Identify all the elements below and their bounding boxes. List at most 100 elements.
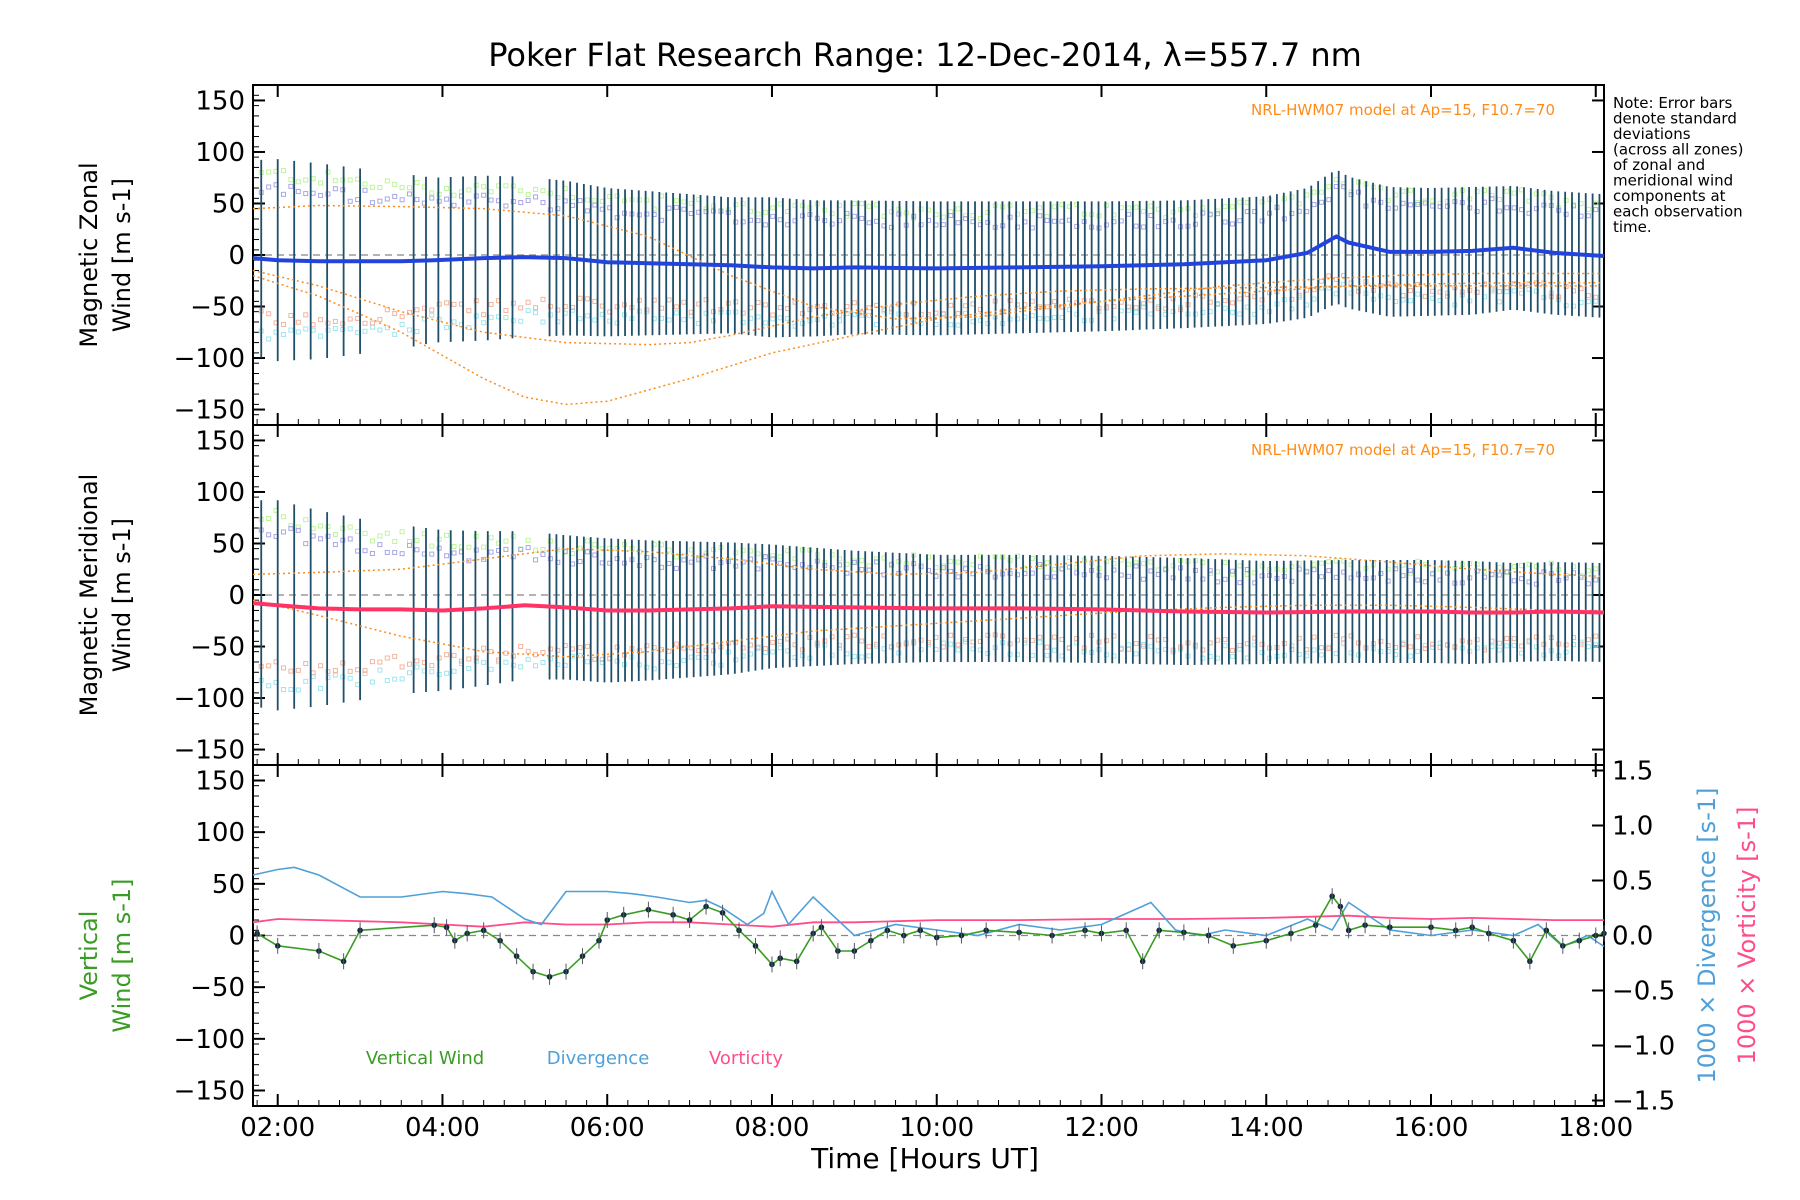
zone-point — [1318, 189, 1324, 195]
zone-point — [288, 523, 294, 529]
zone-point — [466, 544, 472, 550]
zone-point — [525, 537, 531, 543]
zone-point — [866, 305, 872, 311]
zone-point — [280, 665, 286, 671]
zone-point — [310, 327, 316, 333]
x-tick-label: 10:00 — [899, 1113, 974, 1143]
zone-point — [399, 321, 405, 327]
zone-point — [1222, 636, 1228, 642]
zone-point — [777, 217, 783, 223]
zone-point — [777, 315, 783, 321]
zone-point — [1563, 642, 1569, 648]
zone-point — [1044, 217, 1050, 223]
zone-point — [288, 183, 294, 189]
zone-point — [859, 638, 865, 644]
zone-point — [1415, 648, 1421, 654]
zone-point — [414, 179, 420, 185]
note-line: time. — [1613, 218, 1652, 236]
zone-point — [1237, 199, 1243, 205]
zone-point — [384, 178, 390, 184]
zone-point — [963, 561, 969, 567]
zone-point — [1563, 575, 1569, 581]
zone-point — [1519, 650, 1525, 656]
model-curve — [252, 599, 1600, 658]
zone-point — [1311, 647, 1317, 653]
zone-point — [948, 558, 954, 564]
zone-point — [503, 183, 509, 189]
zone-point — [1563, 303, 1569, 309]
zone-point — [1103, 222, 1109, 228]
zone-point — [332, 325, 338, 331]
zone-point — [1222, 576, 1228, 582]
zone-point — [940, 640, 946, 646]
zone-point — [1333, 558, 1339, 564]
zone-point — [347, 524, 353, 530]
y-tick-label: 0 — [228, 241, 245, 271]
zone-point — [392, 549, 398, 555]
zone-point — [584, 643, 590, 649]
note-line: (across all zones) — [1613, 141, 1743, 159]
zone-point — [1215, 579, 1221, 585]
zone-point — [673, 662, 679, 668]
zone-point — [1215, 569, 1221, 575]
y2-tick-label: −0.5 — [1612, 977, 1675, 1007]
zone-point — [1103, 575, 1109, 581]
zone-point — [918, 206, 924, 212]
zone-point — [955, 642, 961, 648]
x-tick-label: 08:00 — [735, 1113, 810, 1143]
y-axis-label: Magnetic Meridional — [75, 474, 103, 717]
zone-point — [614, 193, 620, 199]
zone-point — [525, 648, 531, 654]
zone-point — [1407, 568, 1413, 574]
zone-point — [762, 320, 768, 326]
zone-point — [844, 634, 850, 640]
zone-point — [429, 307, 435, 313]
zone-point — [592, 317, 598, 323]
y-tick-label: 0 — [228, 922, 245, 952]
zone-point — [377, 659, 383, 665]
zone-point — [755, 314, 761, 320]
zone-point — [295, 188, 301, 194]
zone-point — [362, 530, 368, 536]
zone-point — [1229, 571, 1235, 577]
zone-point — [503, 546, 509, 552]
zone-point — [518, 305, 524, 311]
zone-point — [859, 654, 865, 660]
zone-point — [1229, 204, 1235, 210]
zone-point — [1222, 298, 1228, 304]
zone-point — [1148, 633, 1154, 639]
zone-point — [392, 310, 398, 316]
zone-point — [1400, 573, 1406, 579]
note-line: of zonal and — [1613, 156, 1705, 174]
zone-point — [1052, 634, 1058, 640]
zonal-panel: −150 −100 −50 0 50 100 150 Magnetic Zonal Wind [… — [75, 84, 1605, 426]
zone-point — [1504, 643, 1510, 649]
zone-point — [755, 645, 761, 651]
zone-point — [347, 536, 353, 542]
zone-point — [288, 177, 294, 183]
zone-point — [303, 191, 309, 197]
zone-point — [1229, 309, 1235, 315]
zone-point — [1311, 296, 1317, 302]
note-line: Note: Error bars — [1613, 94, 1733, 112]
zone-point — [1326, 273, 1332, 279]
zone-point — [688, 559, 694, 565]
zone-point — [955, 647, 961, 653]
zone-point — [1415, 201, 1421, 207]
zone-point — [310, 176, 316, 182]
zone-point — [1029, 298, 1035, 304]
zone-point — [392, 181, 398, 187]
zone-point — [1326, 285, 1332, 291]
zone-point — [444, 300, 450, 306]
zone-point — [577, 559, 583, 565]
zone-point — [362, 181, 368, 187]
zone-point — [1407, 288, 1413, 294]
zone-point — [1407, 187, 1413, 193]
zone-point — [377, 533, 383, 539]
zone-point — [1400, 640, 1406, 646]
zone-point — [570, 305, 576, 311]
zone-point — [1585, 644, 1591, 650]
y-tick-label: −150 — [174, 1077, 245, 1107]
